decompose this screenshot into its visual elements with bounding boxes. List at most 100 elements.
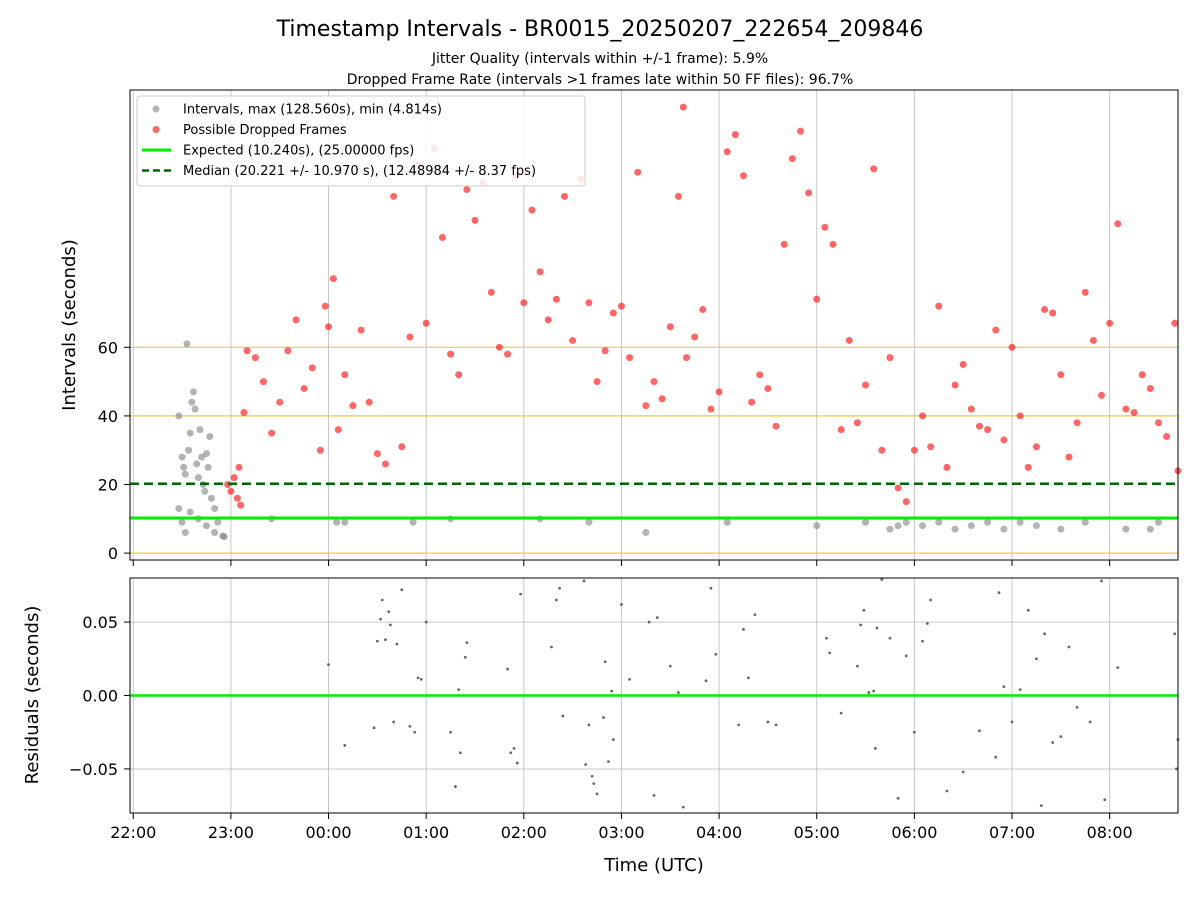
dropped-frame-point [235, 463, 243, 471]
interval-point [185, 446, 193, 454]
dropped-frame-point [935, 302, 943, 310]
residual-point [945, 789, 949, 793]
residual-point [888, 636, 892, 640]
interval-point [919, 522, 927, 530]
residual-point [375, 639, 379, 643]
interval-point [894, 522, 902, 530]
legend-marker-dropped [152, 126, 160, 133]
x-tick-label: 07:00 [989, 823, 1035, 842]
residual-point [978, 729, 981, 733]
dropped-frame-point [1024, 463, 1032, 471]
residual-point [742, 628, 745, 631]
dropped-frame-point [886, 354, 894, 362]
residual-point [387, 610, 391, 614]
residual-point [413, 730, 417, 734]
interval-point [175, 505, 183, 513]
legend-label: Expected (10.240s), (25.00000 fps) [183, 144, 414, 159]
x-tick-label: 08:00 [1087, 823, 1133, 842]
residual-point [774, 723, 778, 727]
residual-point [872, 689, 876, 693]
dropped-frame-point [617, 302, 625, 310]
residual-point [766, 720, 770, 724]
interval-point [1016, 518, 1024, 526]
dropped-frame-point [398, 443, 406, 451]
dropped-frame-point [240, 408, 248, 416]
interval-point [178, 453, 186, 461]
dropped-frame-point [927, 443, 935, 451]
dropped-frame-point [642, 402, 650, 410]
residual-point [1051, 741, 1055, 744]
residual-point [655, 616, 659, 620]
dropped-frame-point [748, 398, 756, 406]
interval-point [178, 518, 186, 526]
interval-point [1081, 518, 1089, 526]
dropped-frame-point [276, 398, 284, 406]
dropped-frame-point [381, 460, 389, 468]
residual-point [457, 688, 461, 692]
dropped-frame-point [609, 309, 617, 317]
chart-subtitle-dropped: Dropped Frame Rate (intervals >1 frames … [347, 72, 854, 88]
dropped-frame-point [536, 268, 544, 276]
dropped-frame-point [853, 419, 861, 427]
residual-point [1039, 804, 1043, 808]
interval-point [1146, 525, 1154, 533]
residual-point [929, 598, 933, 602]
interval-point [202, 522, 210, 530]
dropped-frame-point [870, 165, 878, 173]
dropped-frame-point [862, 381, 870, 389]
dropped-frame-point [666, 323, 674, 331]
y-tick-label: 0.00 [82, 687, 118, 706]
residual-point [880, 578, 884, 581]
dropped-frame-point [902, 498, 910, 506]
dropped-frame-point [658, 395, 666, 403]
residual-point [1018, 688, 1022, 692]
dropped-frame-point [487, 288, 495, 296]
residual-point [753, 613, 757, 617]
legend-label: Intervals, max (128.560s), min (4.814s) [183, 103, 442, 118]
dropped-frame-point [308, 364, 316, 372]
interval-point [194, 474, 202, 482]
x-tick-label: 06:00 [891, 823, 937, 842]
dropped-frame-point [1163, 432, 1171, 440]
residual-point [681, 805, 685, 809]
interval-point [211, 505, 219, 513]
dropped-frame-point [821, 223, 829, 231]
residual-point [714, 652, 718, 656]
residual-point [424, 620, 428, 624]
residual-point [454, 785, 457, 788]
dropped-frame-point [1000, 436, 1008, 444]
residual-point [611, 738, 615, 741]
dropped-frame-point [1122, 405, 1130, 413]
dropped-frame-point [894, 484, 902, 492]
residual-point [1100, 579, 1103, 583]
dropped-frame-point [1008, 343, 1016, 351]
residual-point [384, 638, 387, 642]
interval-point [181, 529, 189, 537]
y-tick-label: 20 [98, 476, 118, 495]
residual-point [1173, 632, 1177, 636]
dropped-frame-point [674, 192, 682, 200]
interval-point [813, 522, 821, 530]
dropped-frame-point [585, 299, 593, 307]
residual-point [746, 676, 750, 680]
interval-point [211, 529, 219, 537]
dropped-frame-point [1089, 336, 1097, 344]
dropped-frame-point [756, 371, 764, 379]
dropped-frame-point [1130, 408, 1138, 416]
residual-point [558, 586, 562, 590]
dropped-frame-point [237, 501, 245, 509]
dropped-frame-point [300, 384, 308, 392]
residual-point [592, 782, 596, 786]
residual-point [896, 796, 900, 800]
interval-point [189, 388, 197, 396]
residual-point [408, 724, 412, 728]
x-tick-label: 00:00 [305, 823, 351, 842]
residual-point [875, 626, 879, 630]
residual-point [449, 730, 452, 734]
residual-point [1067, 645, 1071, 649]
dropped-frame-point [1016, 412, 1024, 420]
interval-point [214, 518, 222, 526]
interval-point [862, 518, 870, 526]
dropped-frame-point [837, 426, 845, 434]
residual-point [327, 663, 330, 667]
